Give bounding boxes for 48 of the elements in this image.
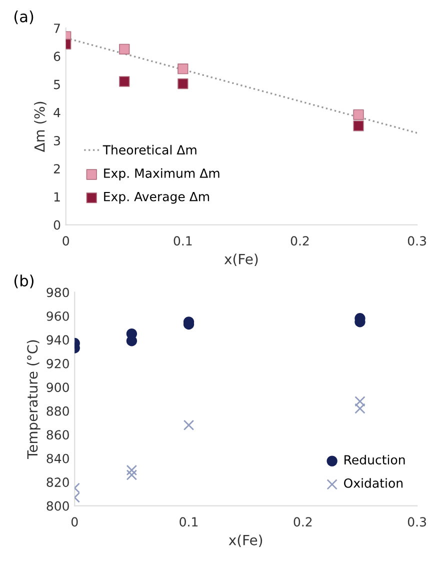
point xyxy=(353,120,364,132)
x-tick-label: 0 xyxy=(71,517,78,527)
y-tick-label: 2 xyxy=(54,164,60,174)
y-tick-label: 1 xyxy=(54,192,60,202)
y-axis-title: Δm (%) xyxy=(34,102,46,152)
legend-label: Oxidation xyxy=(344,478,402,488)
y-tick-label: 3 xyxy=(54,136,60,146)
y-tick-label: 900 xyxy=(46,382,69,392)
x-axis-title: x(Fe) xyxy=(224,254,258,266)
x-tick-label: 0.2 xyxy=(290,236,309,246)
y-tick-label: 4 xyxy=(54,108,60,118)
y-tick-label: 880 xyxy=(46,406,69,416)
y-tick-label: 960 xyxy=(46,311,69,321)
x-tick-label: 0.3 xyxy=(408,236,426,246)
y-tick-label: 860 xyxy=(46,430,69,440)
x-tick-label: 0.1 xyxy=(180,517,198,527)
point xyxy=(119,76,130,87)
y-tick-label: 6 xyxy=(54,52,60,62)
point xyxy=(354,396,366,407)
legend-label: Exp. Average Δm xyxy=(104,192,210,204)
point xyxy=(178,78,188,90)
point xyxy=(126,336,138,346)
y-tick-label: 980 xyxy=(46,288,69,298)
y-tick-label: 800 xyxy=(46,501,69,511)
y-tick-label: 920 xyxy=(46,358,69,368)
y-tick-label: 820 xyxy=(46,478,69,487)
chart-title: (a) xyxy=(14,10,34,24)
y-tick-label: 7 xyxy=(54,24,60,33)
point xyxy=(178,64,188,74)
y-tick-label: 5 xyxy=(54,80,60,90)
legend-label: Reduction xyxy=(344,454,405,465)
chart-title: (b) xyxy=(14,274,34,288)
x-tick-label: 0.3 xyxy=(408,517,426,527)
point xyxy=(119,44,130,55)
legend-label: Theoretical Δm xyxy=(102,144,196,155)
y-tick-label: 940 xyxy=(46,335,69,345)
point xyxy=(353,109,364,120)
y-axis-title: Temperature (°C) xyxy=(26,340,40,459)
point xyxy=(354,403,366,414)
point xyxy=(126,464,138,476)
point xyxy=(126,470,138,480)
y-tick-label: 840 xyxy=(46,454,69,464)
x-tick-label: 0.1 xyxy=(174,236,192,246)
x-axis-title: x(Fe) xyxy=(228,534,262,547)
y-tick-label: 0 xyxy=(54,220,60,230)
legend-label: Exp. Maximum Δm xyxy=(104,168,220,180)
point xyxy=(183,420,194,430)
x-tick-label: 0.2 xyxy=(294,517,312,527)
